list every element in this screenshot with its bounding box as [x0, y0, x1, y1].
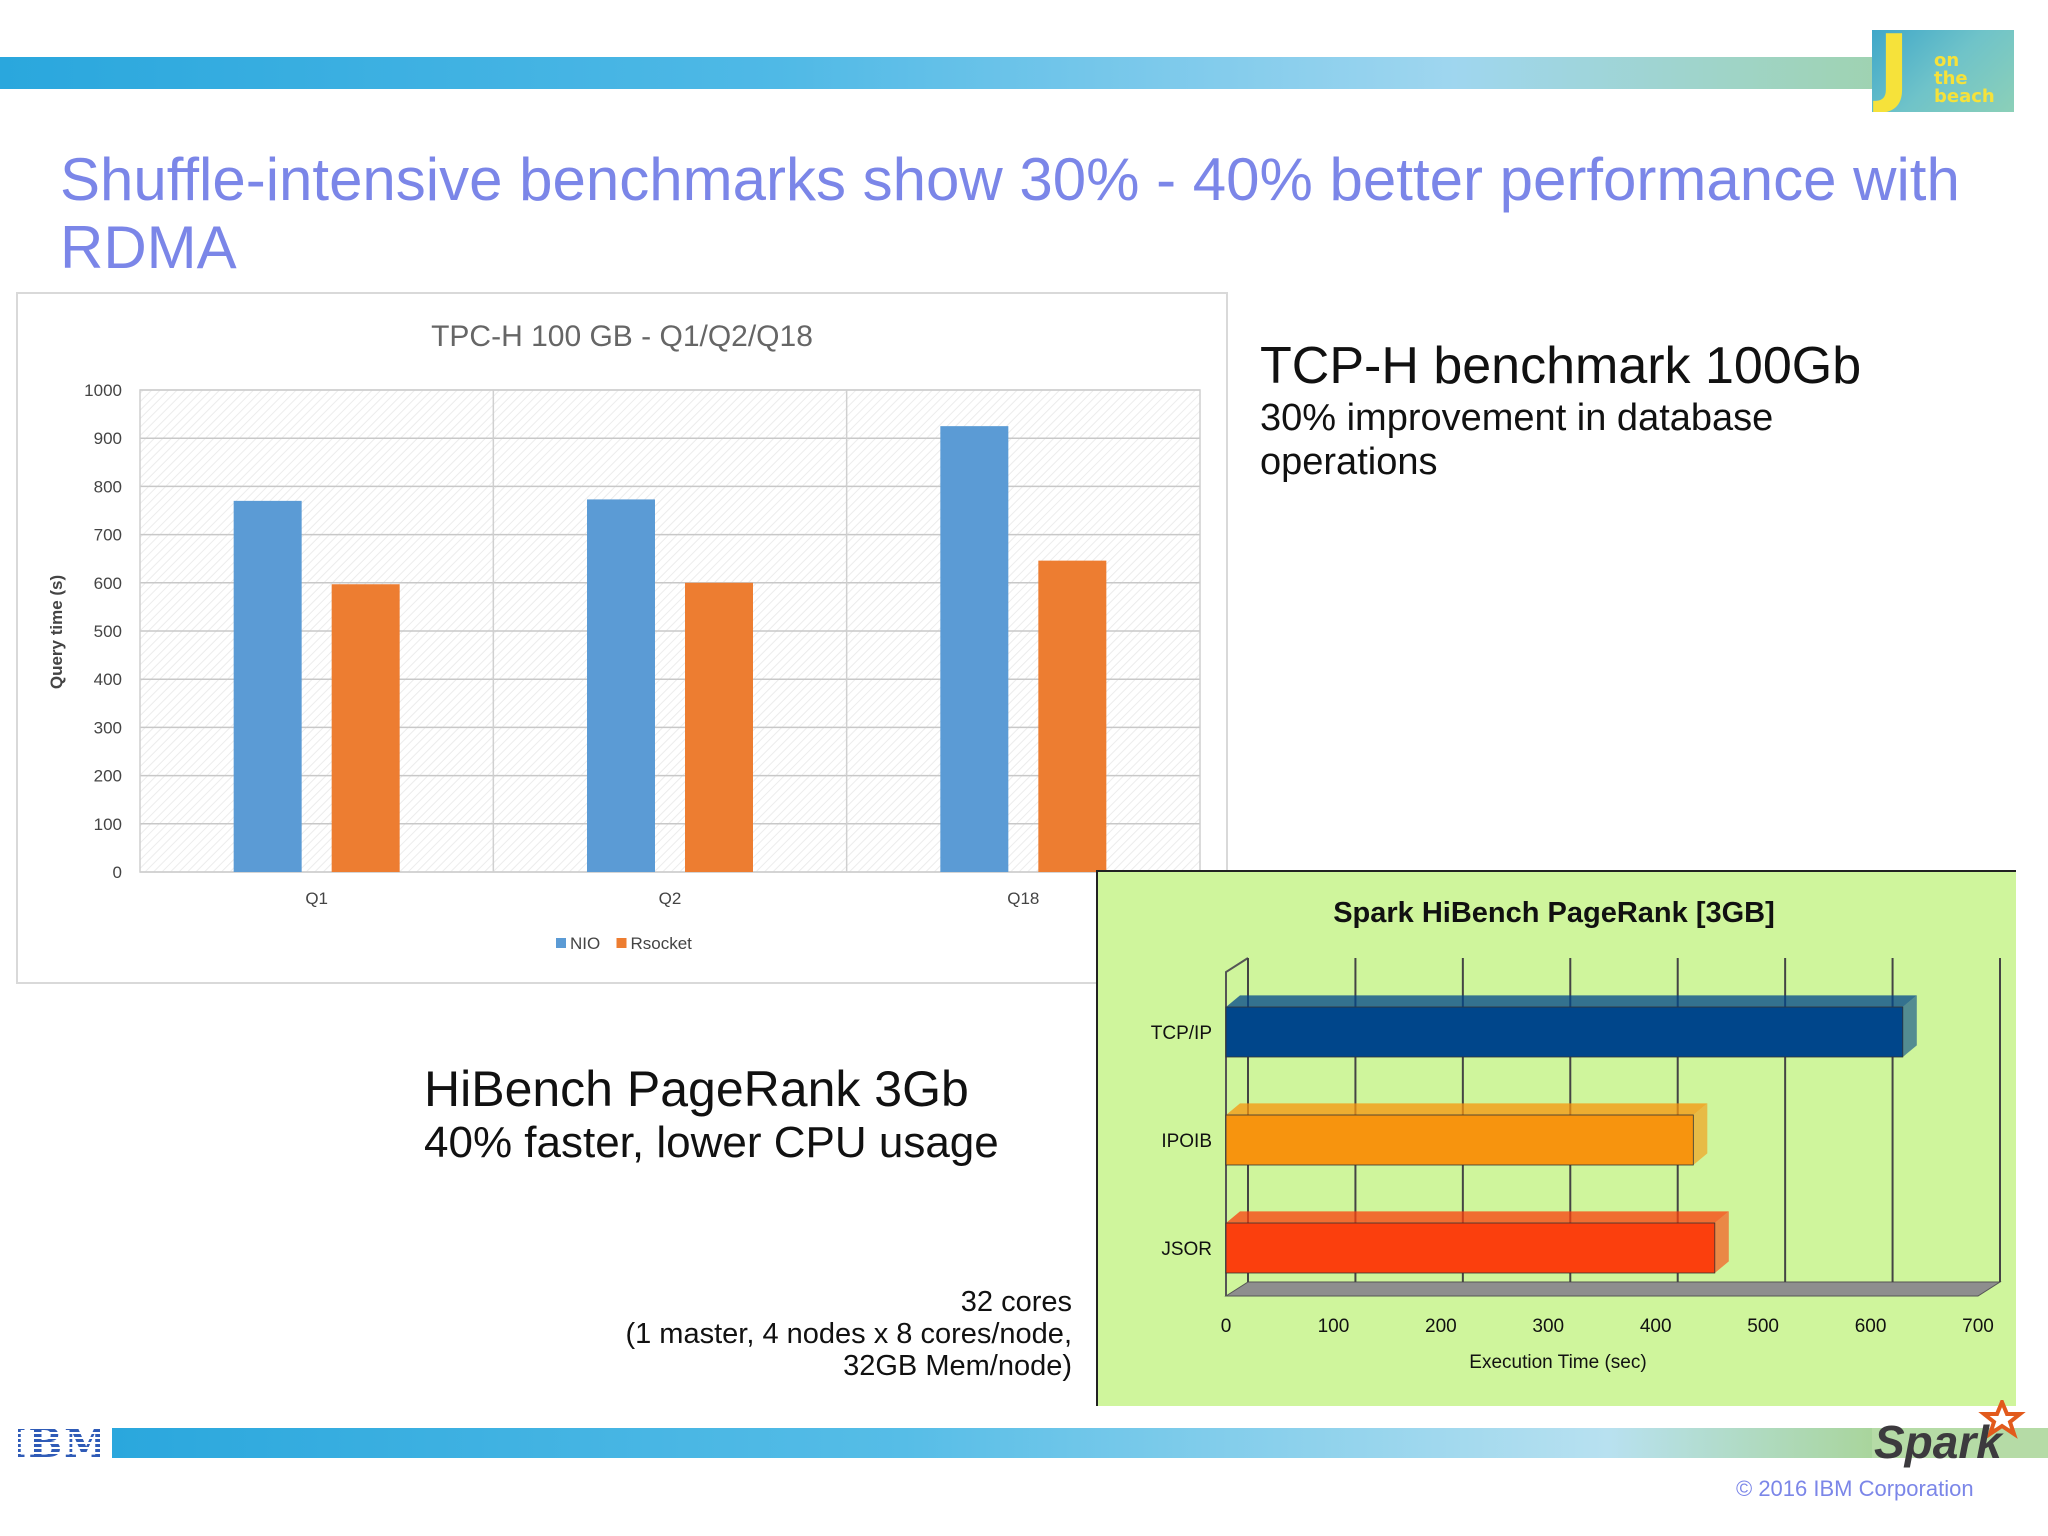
tpch-bar-nio-q18 [940, 426, 1009, 872]
hibench-bar-top [1226, 1211, 1729, 1223]
tpch-chart-frame: TPC-H 100 GB - Q1/Q2/Q18 Query time (s) … [16, 292, 1228, 984]
hibench-floor [1224, 1281, 2002, 1297]
hibench-bar-top [1226, 995, 1917, 1007]
logo-letter: J [1878, 30, 1910, 112]
tpch-legend-swatch [556, 938, 566, 948]
hibench-bar-side [1714, 1211, 1729, 1273]
tpch-y-tick-label: 200 [94, 767, 122, 786]
logo-word-3: beach [1934, 86, 1995, 107]
tpch-y-tick-label: 0 [113, 863, 122, 882]
tcp-note-heading: TCP-H benchmark 100Gb [1260, 337, 1862, 395]
hibench-x-axis-label: Execution Time (sec) [1469, 1352, 1646, 1373]
cores-note: 32 cores (1 master, 4 nodes x 8 cores/no… [560, 1286, 1072, 1382]
tpch-chart-title: TPC-H 100 GB - Q1/Q2/Q18 [431, 320, 813, 353]
tpch-bar-rsocket-q2 [685, 582, 753, 872]
tpch-y-tick-label: 1000 [84, 381, 122, 400]
bottom-decorative-band [112, 1428, 1872, 1458]
tpch-chart: TPC-H 100 GB - Q1/Q2/Q18 Query time (s) … [47, 320, 1201, 953]
hibench-x-tick-label: 200 [1425, 1316, 1457, 1337]
tpch-y-tick-label: 600 [94, 574, 122, 593]
on-the-beach-logo: J on the beach [1872, 30, 2014, 112]
bottom-band-right-segment [1872, 1428, 2048, 1458]
hibench-bar-side [1693, 1103, 1708, 1165]
tpch-legend-label: Rsocket [631, 934, 693, 953]
hibench-note: HiBench PageRank 3Gb 40% faster, lower C… [424, 1060, 1064, 1168]
tpch-y-tick-label: 100 [94, 815, 122, 834]
hibench-x-tick-label: 500 [1747, 1316, 1779, 1337]
tpch-y-tick-label: 900 [94, 429, 122, 448]
tpch-x-tick-label: Q1 [305, 889, 328, 908]
tpch-y-tick-label: 400 [94, 670, 122, 689]
tpch-plot-border [139, 389, 1201, 873]
tpch-y-tick-label: 800 [94, 477, 122, 496]
hibench-x-tick-label: 400 [1640, 1316, 1672, 1337]
logo-word-2: the [1934, 68, 1968, 89]
slide-title: Shuffle-intensive benchmarks show 30% - … [60, 146, 1960, 281]
hibench-y-tick-label: JSOR [1161, 1239, 1212, 1260]
cores-note-line-1: 32 cores [960, 1286, 1072, 1318]
copyright-text: © 2016 IBM Corporation [1736, 1476, 1974, 1501]
spark-star-icon [1978, 1400, 2026, 1439]
tpch-y-tick-label: 500 [94, 622, 122, 641]
hibench-bar-side [1902, 995, 1917, 1057]
cores-note-line-2: (1 master, 4 nodes x 8 cores/node, [625, 1318, 1072, 1350]
tpch-y-tick-label: 700 [94, 526, 122, 545]
tpch-x-tick-label: Q18 [1007, 889, 1039, 908]
hibench-axis-wall [1225, 957, 1249, 1296]
hibench-x-tick-label: 100 [1318, 1316, 1350, 1337]
hibench-y-tick-label: TCP/IP [1151, 1023, 1212, 1044]
hibench-bar-ipoib [1225, 1114, 1694, 1166]
logo-word-1: on [1934, 50, 1960, 71]
ibm-logo: IBM [18, 1424, 100, 1462]
tpch-legend-swatch [616, 938, 627, 948]
tpch-y-tick-label: 300 [94, 718, 122, 737]
hibench-chart-frame: Spark HiBench PageRank [3GB] 0 100 200 300 4… [1096, 870, 2016, 1406]
hibench-x-tick-label: 700 [1962, 1316, 1994, 1337]
tcp-note-subtitle: 30% improvement in database operations [1260, 397, 1774, 483]
hibench-x-tick-label: 600 [1855, 1316, 1887, 1337]
tcp-note: TCP-H benchmark 100Gb 30% improvement in… [1260, 336, 2020, 484]
hibench-y-tick-label: IPOIB [1161, 1131, 1212, 1152]
hibench-chart: Spark HiBench PageRank [3GB] 0 100 200 300 4… [1151, 897, 2002, 1373]
tpch-legend-label: NIO [570, 934, 600, 953]
tpch-x-tick-label: Q2 [659, 889, 682, 908]
hibench-note-heading: HiBench PageRank 3Gb [424, 1061, 969, 1117]
spark-logo: Spark [1874, 1400, 2026, 1468]
ibm-logo-text: IBM [18, 1424, 100, 1462]
hibench-x-tick-label: 0 [1221, 1316, 1232, 1337]
cores-note-line-3: 32GB Mem/node) [843, 1350, 1072, 1382]
hibench-note-subtitle: 40% faster, lower CPU usage [424, 1118, 999, 1167]
spark-logo-text: Spark [1874, 1416, 2004, 1468]
hibench-bar-top [1226, 1103, 1708, 1115]
hibench-bar-jsor [1225, 1222, 1716, 1274]
hibench-x-tick-label: 300 [1532, 1316, 1564, 1337]
tpch-bar-rsocket-q1 [331, 584, 400, 872]
hibench-bar-tcpip [1225, 1006, 1904, 1058]
tpch-y-axis-label: Query time (s) [47, 575, 66, 689]
tpch-bar-nio-q1 [233, 500, 302, 872]
tpch-bar-nio-q2 [587, 499, 655, 872]
tpch-bar-rsocket-q18 [1038, 560, 1107, 872]
top-decorative-band [0, 57, 1940, 89]
hibench-chart-title: Spark HiBench PageRank [3GB] [1333, 897, 1775, 929]
